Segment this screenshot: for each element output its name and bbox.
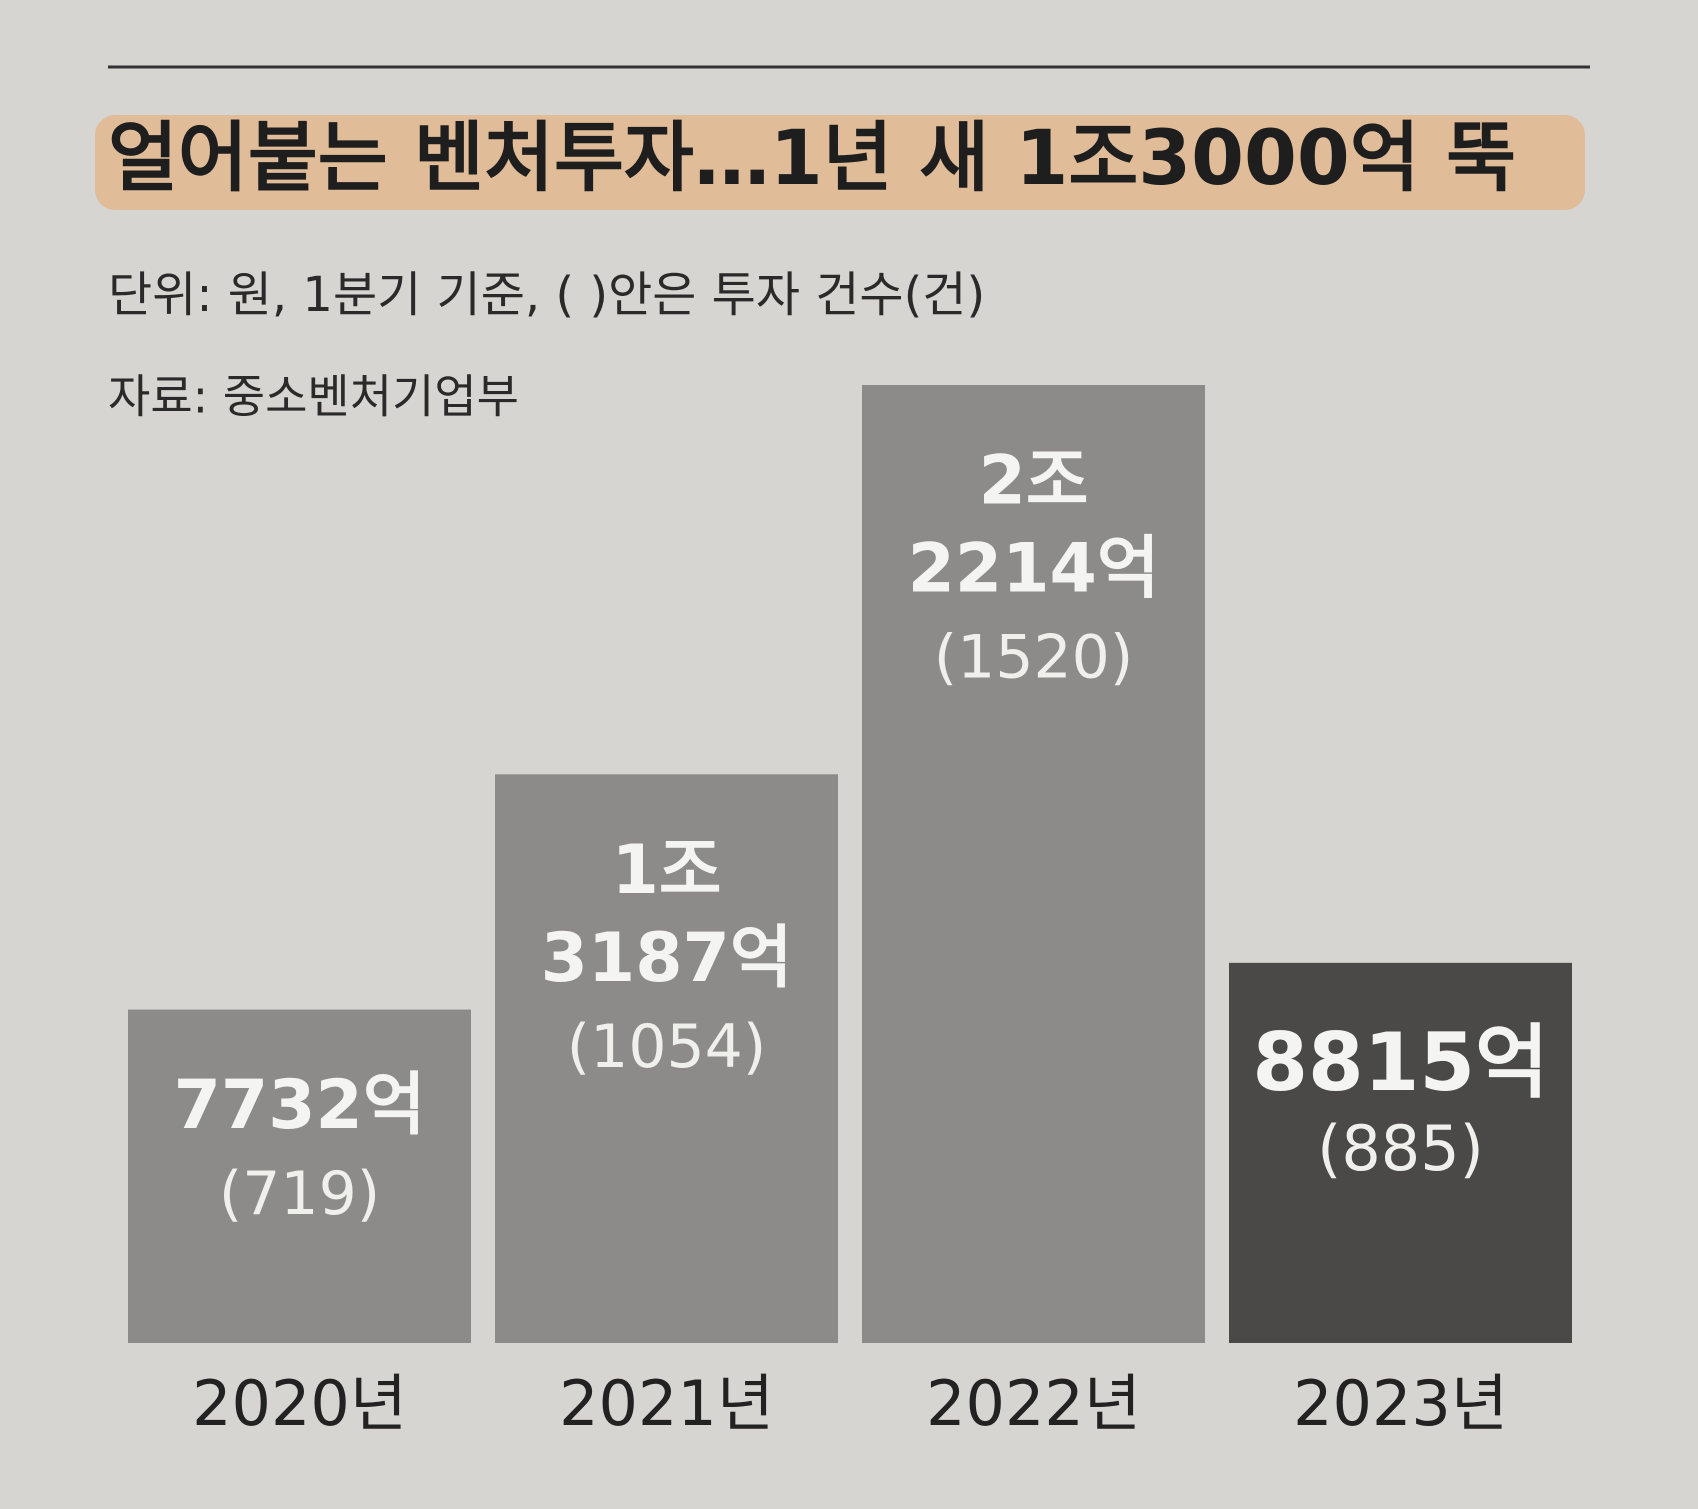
bar [1229, 962, 1572, 1343]
x-tick-label: 2020년 [192, 1367, 407, 1440]
chart-title: 얼어붙는 벤처투자…1년 새 1조3000억 뚝 [108, 113, 1516, 202]
bar [862, 385, 1205, 1343]
title-highlight [95, 115, 1585, 210]
value-label: 7732억 [174, 1066, 426, 1145]
value-label: 2조 [979, 442, 1089, 521]
count-label: (1520) [934, 623, 1134, 693]
count-label: (719) [219, 1159, 380, 1229]
value-label: 2214억 [908, 530, 1160, 609]
bar [495, 774, 838, 1343]
count-label: (1054) [567, 1012, 767, 1082]
chart-source: 자료: 중소벤처기업부 [108, 370, 519, 424]
x-tick-label: 2021년 [559, 1367, 774, 1440]
count-label: (885) [1317, 1112, 1484, 1185]
value-label: 1조 [612, 831, 722, 910]
chart-subtitle: 단위: 원, 1분기 기준, ( )안은 투자 건수(건) [108, 267, 985, 323]
x-tick-label: 2023년 [1293, 1367, 1508, 1440]
value-label: 8815억 [1252, 1016, 1548, 1109]
bar [128, 1009, 471, 1343]
value-label: 3187억 [541, 919, 793, 998]
x-tick-label: 2022년 [926, 1367, 1141, 1440]
